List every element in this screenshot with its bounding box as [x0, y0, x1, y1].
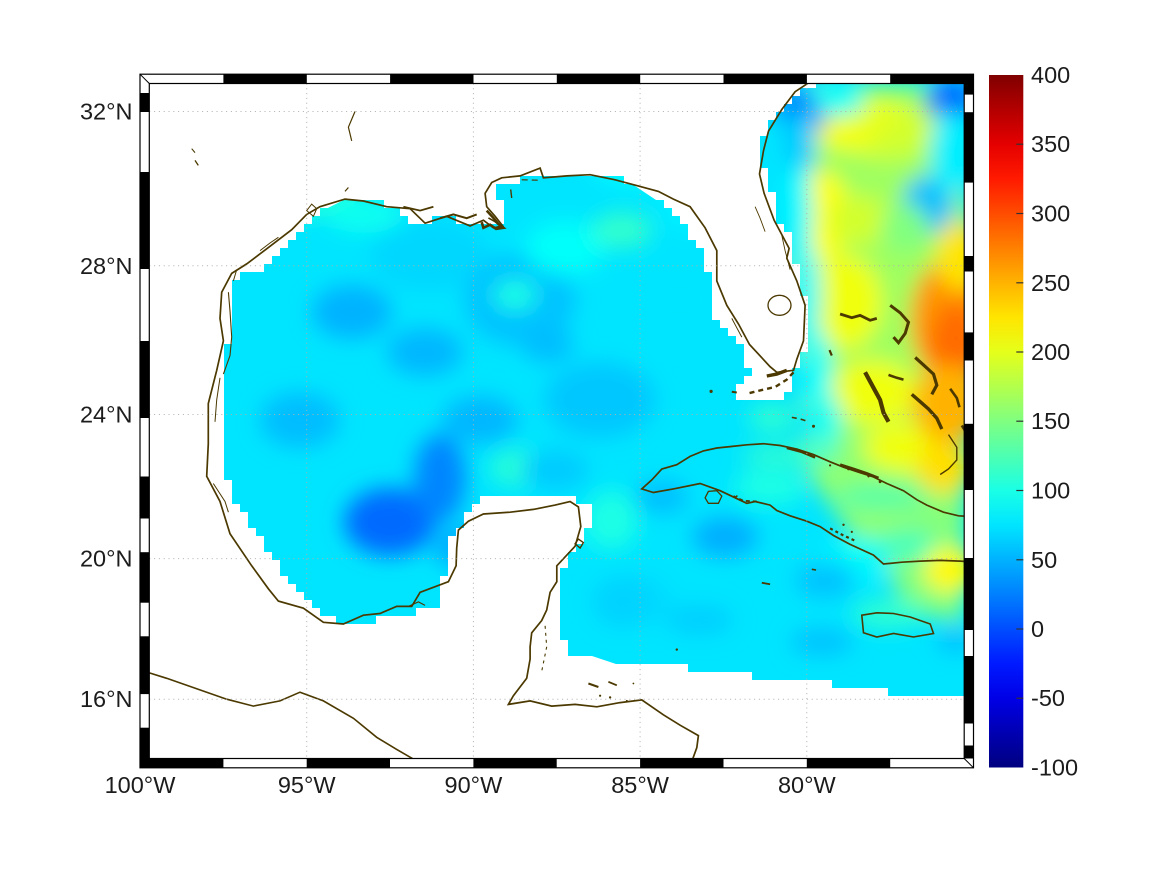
svg-text:24°N: 24°N — [80, 402, 133, 428]
svg-text:20°N: 20°N — [80, 546, 133, 572]
svg-text:-50: -50 — [1031, 685, 1065, 711]
svg-text:200: 200 — [1031, 339, 1070, 365]
svg-text:300: 300 — [1031, 201, 1070, 227]
svg-text:16°N: 16°N — [80, 686, 133, 712]
svg-text:32°N: 32°N — [80, 99, 133, 125]
svg-text:28°N: 28°N — [80, 253, 133, 279]
svg-text:95°W: 95°W — [278, 772, 337, 798]
svg-text:85°W: 85°W — [611, 772, 670, 798]
svg-text:400: 400 — [1031, 62, 1070, 88]
svg-text:0: 0 — [1031, 616, 1044, 642]
svg-text:150: 150 — [1031, 408, 1070, 434]
svg-text:100: 100 — [1031, 478, 1070, 504]
svg-text:-100: -100 — [1031, 755, 1078, 781]
svg-text:50: 50 — [1031, 547, 1057, 573]
svg-text:250: 250 — [1031, 270, 1070, 296]
svg-text:90°W: 90°W — [445, 772, 504, 798]
svg-text:350: 350 — [1031, 131, 1070, 157]
svg-text:100°W: 100°W — [105, 772, 177, 798]
svg-text:80°W: 80°W — [778, 772, 837, 798]
